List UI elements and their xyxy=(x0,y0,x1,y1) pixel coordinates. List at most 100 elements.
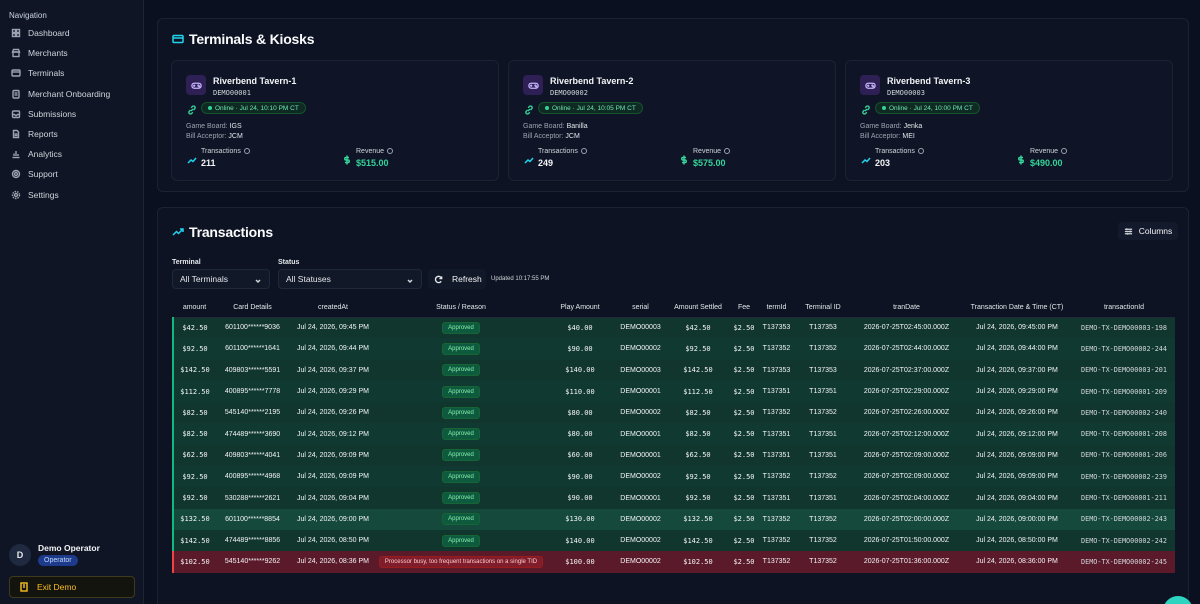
table-cell: DEMO-TX-DEMO00002-244 xyxy=(1072,338,1175,360)
table-cell: DEMO-TX-DEMO00002-245 xyxy=(1072,551,1175,573)
user-profile[interactable]: D Demo Operator Operator xyxy=(9,542,135,568)
terminal-card[interactable]: Riverbend Tavern-3 DEMO00003 Online · Ju… xyxy=(845,60,1173,181)
table-header-row: amount Card Details createdAt Status / Reas… xyxy=(173,299,1175,318)
table-cell: Jul 24, 2026, 09:00 PM xyxy=(289,508,377,530)
sidebar-item-support[interactable]: Support xyxy=(6,165,138,183)
table-cell: Jul 24, 2026, 08:50:00 PM xyxy=(962,529,1072,552)
table-row[interactable]: $112.50 400895******7778 Jul 24, 2026, 09:… xyxy=(172,380,1175,403)
column-header[interactable]: Amount Settled xyxy=(666,299,730,318)
exit-demo-label: Exit Demo xyxy=(37,582,77,592)
trending-up-icon xyxy=(861,152,871,164)
table-cell: DEMO-TX-DEMO00001-209 xyxy=(1072,380,1175,403)
columns-button[interactable]: Columns xyxy=(1118,222,1178,240)
updated-timestamp: Updated 10:17:55 PM xyxy=(491,276,550,282)
lifebuoy-icon xyxy=(11,169,21,179)
exit-demo-button[interactable]: Exit Demo xyxy=(9,576,135,598)
refresh-icon xyxy=(434,275,443,283)
refresh-button[interactable]: Refresh xyxy=(428,269,486,289)
column-header[interactable]: Card Details xyxy=(216,299,289,318)
terminal-filter-select[interactable]: All Terminals xyxy=(172,269,270,289)
nav-title: Navigation xyxy=(9,11,47,20)
sidebar-item-terminals[interactable]: Terminals xyxy=(6,64,138,82)
credit-card-icon xyxy=(11,68,21,78)
terminal-name: Riverbend Tavern-1 xyxy=(213,76,297,86)
column-header[interactable]: Fee xyxy=(730,299,758,318)
table-cell: Jul 24, 2026, 09:12 PM xyxy=(289,423,377,445)
table-cell: DEMO-TX-DEMO00002-240 xyxy=(1072,402,1175,424)
table-row[interactable]: $62.50 409803******4041 Jul 24, 2026, 09:0… xyxy=(172,444,1175,467)
table-cell: 2026-07-25T02:12:00.000Z xyxy=(851,423,962,445)
table-cell: 400895******4968 xyxy=(216,466,289,488)
table-cell: $90.00 xyxy=(545,466,615,488)
link-icon xyxy=(861,102,871,115)
link-icon xyxy=(187,102,197,115)
table-cell: 2026-07-25T02:29:00.000Z xyxy=(851,380,962,403)
status-filter-select[interactable]: All Statuses xyxy=(278,269,422,289)
gamepad-icon xyxy=(186,75,206,95)
table-cell: $102.50 xyxy=(666,551,730,573)
table-row[interactable]: $92.50 601100******1641 Jul 24, 2026, 09:4… xyxy=(172,338,1175,360)
table-row[interactable]: $82.50 474489******3690 Jul 24, 2026, 09:1… xyxy=(172,423,1175,445)
column-header[interactable]: Transaction Date & Time (CT) xyxy=(962,299,1072,318)
terminal-card[interactable]: Riverbend Tavern-1 DEMO00001 Online · Ju… xyxy=(171,60,499,181)
column-header[interactable]: Play Amount xyxy=(545,299,615,318)
sidebar-item-merchant-onboarding[interactable]: Merchant Onboarding xyxy=(6,85,138,103)
table-cell: $142.50 xyxy=(666,529,730,552)
column-header[interactable]: transactionId xyxy=(1072,299,1175,318)
terminal-card[interactable]: Riverbend Tavern-2 DEMO00002 Online · Ju… xyxy=(508,60,836,181)
sliders-icon xyxy=(1124,227,1132,235)
clipboard-icon xyxy=(11,89,21,99)
chevron-down-icon xyxy=(407,276,413,284)
sidebar-item-dashboard[interactable]: Dashboard xyxy=(6,24,138,42)
table-row[interactable]: $82.50 545140******2195 Jul 24, 2026, 09:2… xyxy=(172,402,1175,424)
refresh-label: Refresh xyxy=(452,274,482,284)
column-header[interactable]: createdAt xyxy=(289,299,377,318)
sidebar-item-label: Merchant Onboarding xyxy=(28,88,111,99)
table-cell: Approved xyxy=(377,402,545,424)
table-row[interactable]: $142.50 474489******8856 Jul 24, 2026, 08:… xyxy=(172,529,1175,552)
table-row[interactable]: $42.50 601100******9036 Jul 24, 2026, 09:4… xyxy=(172,317,1175,339)
sidebar-item-analytics[interactable]: Analytics xyxy=(6,145,138,163)
column-header[interactable]: Status / Reason xyxy=(377,299,545,318)
table-cell: DEMO00002 xyxy=(615,338,666,360)
table-row[interactable]: $132.50 601100******8854 Jul 24, 2026, 09:… xyxy=(172,508,1175,530)
table-cell: Jul 24, 2026, 09:09:00 PM xyxy=(962,466,1072,488)
main-content: Terminals & Kiosks Riverbend Tavern-1 DE… xyxy=(145,0,1200,604)
table-cell: DEMO-TX-DEMO00002-243 xyxy=(1072,508,1175,530)
link-icon xyxy=(524,102,534,115)
game-board-info: Game Board: Banilla xyxy=(523,123,588,130)
table-cell: $2.50 xyxy=(730,487,758,509)
help-fab-button[interactable] xyxy=(1163,596,1193,604)
sidebar-item-merchants[interactable]: Merchants xyxy=(6,44,138,62)
table-row[interactable]: $142.50 409803******5591 Jul 24, 2026, 09:… xyxy=(172,359,1175,381)
table-cell: DEMO00001 xyxy=(615,487,666,509)
table-cell: $2.50 xyxy=(730,508,758,530)
transactions-count: 249 xyxy=(538,158,554,168)
column-header[interactable]: tranDate xyxy=(851,299,962,318)
table-cell: T137352 xyxy=(795,529,851,552)
sidebar-item-label: Analytics xyxy=(28,149,63,160)
table-cell: $2.50 xyxy=(730,466,758,488)
sidebar-item-reports[interactable]: Reports xyxy=(6,125,138,143)
table-cell: $2.50 xyxy=(730,338,758,360)
column-header[interactable]: Terminal ID xyxy=(795,299,851,318)
table-cell: DEMO00002 xyxy=(615,466,666,488)
table-row[interactable]: $102.50 545140******9262 Jul 24, 2026, 08:… xyxy=(172,551,1175,573)
table-cell: $92.50 xyxy=(172,338,216,360)
sidebar-item-submissions[interactable]: Submissions xyxy=(6,105,138,123)
gamepad-icon xyxy=(860,75,880,95)
table-cell: 601100******1641 xyxy=(216,338,289,360)
table-cell: T137352 xyxy=(795,402,851,424)
column-header[interactable]: serial xyxy=(615,299,666,318)
column-header[interactable]: amount xyxy=(173,299,216,318)
status-badge: Processor busy, too frequent transaction… xyxy=(378,555,544,568)
status-badge: Online · Jul 24, 10:05 PM CT xyxy=(538,102,643,114)
column-header[interactable]: termId xyxy=(758,299,795,318)
table-cell: Jul 24, 2026, 09:00:00 PM xyxy=(962,508,1072,530)
table-cell: T137352 xyxy=(758,529,795,552)
table-row[interactable]: $92.50 400895******4968 Jul 24, 2026, 09:0… xyxy=(172,466,1175,488)
table-cell: $90.00 xyxy=(545,338,615,360)
sidebar-item-settings[interactable]: Settings xyxy=(6,186,138,204)
table-row[interactable]: $92.50 530288******2621 Jul 24, 2026, 09:0… xyxy=(172,487,1175,509)
table-cell: Jul 24, 2026, 09:09 PM xyxy=(289,444,377,467)
